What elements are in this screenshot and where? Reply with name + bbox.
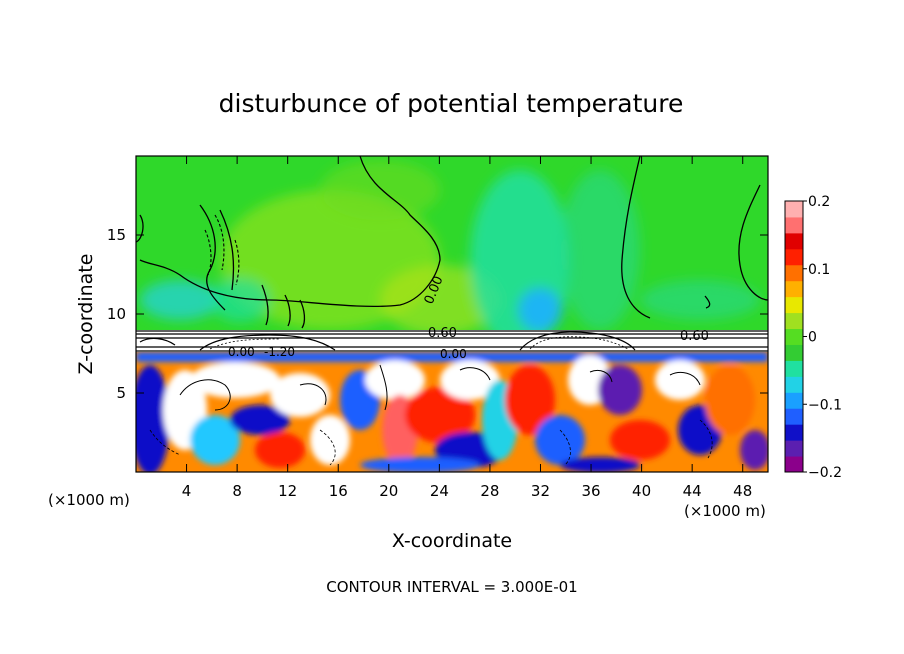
x-tick-label: 8	[232, 482, 242, 500]
x-tick-label: 48	[733, 482, 752, 500]
plot-area	[136, 156, 768, 472]
colorbar-swatch	[785, 264, 803, 282]
upper-field	[136, 156, 768, 330]
colorbar: 0.2 0.1 0 −0.1 −0.2	[784, 194, 842, 481]
x-tick-label: 40	[632, 482, 651, 500]
contour-label: -1.20	[264, 345, 295, 359]
x-tick-label: 44	[683, 482, 702, 500]
x-tick-label: 16	[329, 482, 348, 500]
x-tick-label: 24	[430, 482, 449, 500]
x-unit-left: (×1000 m)	[48, 491, 130, 509]
x-unit-right: (×1000 m)	[684, 502, 766, 520]
x-tick-label: 36	[581, 482, 600, 500]
x-tick-label: 32	[531, 482, 550, 500]
colorbar-swatch	[785, 424, 803, 441]
chart-title: disturbunce of potential temperature	[219, 89, 684, 118]
contour-label: 0.60	[428, 326, 457, 341]
colorbar-tick-label: −0.2	[808, 465, 842, 481]
x-tick-label: 12	[278, 482, 297, 500]
y-tick-label: 5	[116, 384, 126, 402]
colorbar-swatch	[785, 280, 803, 298]
colorbar-swatch	[785, 232, 803, 250]
colorbar-tick-label: −0.1	[808, 397, 842, 413]
colorbar-swatch	[785, 456, 803, 473]
y-axis-label: Z-coordinate	[75, 254, 97, 375]
colorbar-swatch	[785, 376, 803, 393]
x-tick-label: 20	[379, 482, 398, 500]
lower-field	[136, 352, 768, 472]
colorbar-swatch	[785, 216, 803, 234]
colorbar-swatch	[785, 440, 803, 457]
inversion-band	[136, 330, 768, 352]
colorbar-swatch	[785, 392, 803, 409]
x-axis: 4 8 12 16 20 24 28 32 36 40 44 48	[182, 156, 752, 500]
colorbar-swatch	[785, 360, 803, 377]
contour-label: 0.00	[440, 347, 467, 361]
contour-label: 0.60	[680, 329, 709, 344]
colorbar-swatch	[785, 328, 803, 345]
contour-labels: 0.00 0.60 0.60 0.00 -1.20 0.00	[228, 274, 709, 361]
colorbar-swatch	[785, 201, 803, 218]
colorbar-tick-label: 0	[808, 330, 817, 346]
y-tick-label: 10	[107, 305, 126, 323]
x-axis-label: X-coordinate	[392, 530, 512, 552]
contour-interval: CONTOUR INTERVAL = 3.000E-01	[326, 578, 577, 596]
colorbar-swatch	[785, 248, 803, 266]
colorbar-swatch	[785, 296, 803, 314]
colorbar-swatch	[785, 312, 803, 330]
colorbar-swatch	[785, 408, 803, 425]
y-axis: 5 10 15	[107, 226, 768, 402]
y-tick-label: 15	[107, 226, 126, 244]
x-tick-label: 28	[480, 482, 499, 500]
colorbar-swatch	[785, 344, 803, 361]
contour-label: 0.00	[228, 345, 255, 359]
colorbar-tick-label: 0.2	[808, 194, 830, 210]
x-tick-label: 4	[182, 482, 192, 500]
colorbar-tick-label: 0.1	[808, 262, 830, 278]
